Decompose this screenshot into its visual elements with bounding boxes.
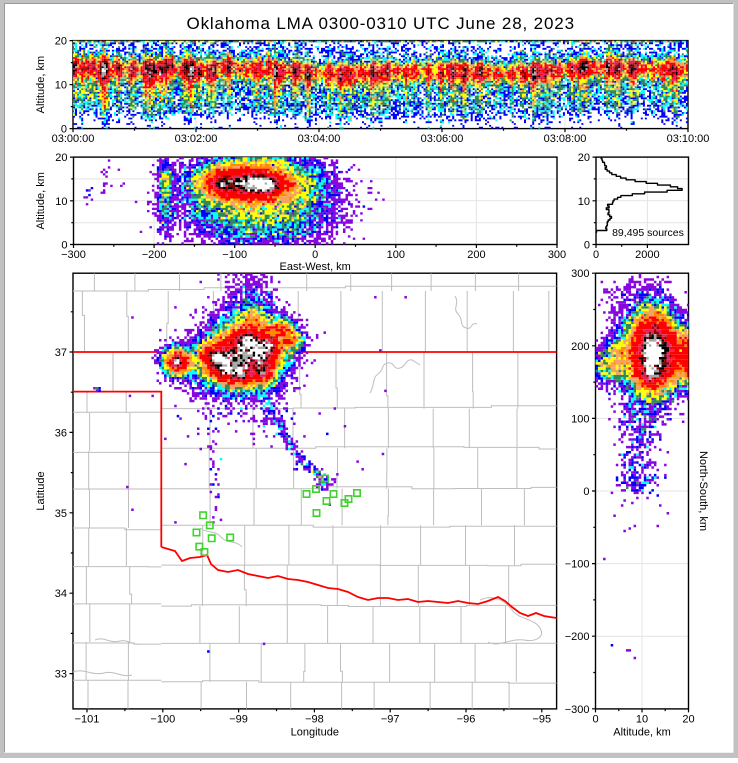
svg-text:03:08:00: 03:08:00 xyxy=(544,133,587,145)
svg-text:03:06:00: 03:06:00 xyxy=(421,133,464,145)
svg-text:Oklahoma LMA 0300-0310 UTC Jun: Oklahoma LMA 0300-0310 UTC June 28, 2023 xyxy=(187,14,575,33)
svg-text:300: 300 xyxy=(571,268,589,280)
svg-text:20: 20 xyxy=(55,36,67,48)
svg-text:36: 36 xyxy=(55,427,67,439)
svg-text:03:04:00: 03:04:00 xyxy=(298,133,341,145)
svg-text:0: 0 xyxy=(61,240,67,252)
svg-text:100: 100 xyxy=(387,249,405,261)
svg-text:−95: −95 xyxy=(532,713,551,725)
svg-text:East-West, km: East-West, km xyxy=(280,261,351,273)
svg-text:20: 20 xyxy=(55,152,67,164)
svg-text:Altitude, km: Altitude, km xyxy=(35,172,47,229)
svg-text:33: 33 xyxy=(55,669,67,681)
svg-text:03:10:00: 03:10:00 xyxy=(667,133,710,145)
svg-text:03:00:00: 03:00:00 xyxy=(52,133,95,145)
svg-text:10: 10 xyxy=(55,80,67,92)
svg-text:0: 0 xyxy=(593,249,599,261)
svg-text:−97: −97 xyxy=(381,713,400,725)
svg-text:20: 20 xyxy=(578,152,590,164)
svg-text:0: 0 xyxy=(592,713,598,725)
svg-text:Altitude, km: Altitude, km xyxy=(35,56,47,113)
svg-text:10: 10 xyxy=(636,713,648,725)
svg-text:−100: −100 xyxy=(150,713,175,725)
svg-text:−200: −200 xyxy=(565,631,590,643)
svg-text:Latitude: Latitude xyxy=(35,471,47,510)
svg-text:03:02:00: 03:02:00 xyxy=(175,133,218,145)
svg-text:−200: −200 xyxy=(142,249,167,261)
svg-text:37: 37 xyxy=(55,347,67,359)
svg-text:2000: 2000 xyxy=(635,249,659,261)
svg-text:300: 300 xyxy=(548,249,566,261)
svg-text:34: 34 xyxy=(55,588,67,600)
svg-text:200: 200 xyxy=(467,249,485,261)
svg-text:20: 20 xyxy=(682,713,694,725)
svg-text:200: 200 xyxy=(571,341,589,353)
svg-text:−98: −98 xyxy=(305,713,324,725)
svg-text:0: 0 xyxy=(583,486,589,498)
svg-text:0: 0 xyxy=(584,240,590,252)
svg-text:100: 100 xyxy=(571,413,589,425)
svg-text:Longitude: Longitude xyxy=(291,726,339,738)
svg-text:35: 35 xyxy=(55,508,67,520)
svg-text:−100: −100 xyxy=(565,559,590,571)
svg-text:−96: −96 xyxy=(457,713,476,725)
svg-text:89,495 sources: 89,495 sources xyxy=(612,227,684,239)
svg-text:Altitude, km: Altitude, km xyxy=(613,726,670,738)
svg-text:0: 0 xyxy=(61,124,67,136)
svg-text:10: 10 xyxy=(578,196,590,208)
svg-text:−300: −300 xyxy=(565,704,590,716)
svg-text:−100: −100 xyxy=(222,249,247,261)
svg-text:−99: −99 xyxy=(229,713,248,725)
svg-text:10: 10 xyxy=(55,196,67,208)
svg-text:−101: −101 xyxy=(75,713,100,725)
svg-text:North-South, km: North-South, km xyxy=(697,451,709,531)
svg-text:−300: −300 xyxy=(61,249,86,261)
svg-text:0: 0 xyxy=(312,249,318,261)
